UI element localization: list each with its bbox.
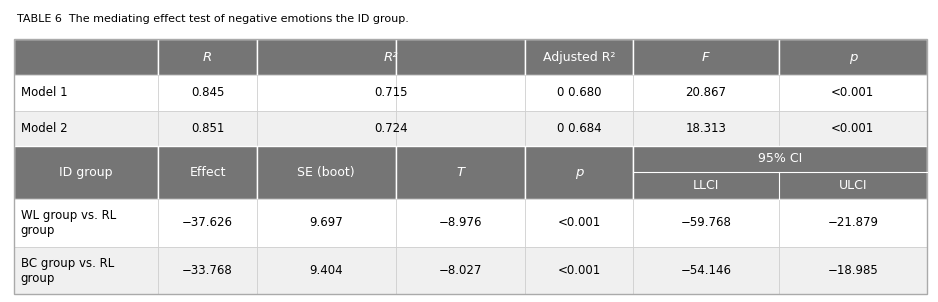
Bar xyxy=(159,247,257,294)
Bar xyxy=(396,75,525,111)
Text: 0.715: 0.715 xyxy=(374,86,408,99)
Text: <0.001: <0.001 xyxy=(831,122,874,135)
Text: Model 2: Model 2 xyxy=(21,122,68,135)
Bar xyxy=(779,39,927,75)
Bar xyxy=(633,39,779,75)
Bar xyxy=(396,39,525,75)
Text: 0.724: 0.724 xyxy=(374,122,408,135)
Bar xyxy=(396,146,525,199)
Bar xyxy=(159,146,257,199)
Bar xyxy=(396,111,525,146)
Bar xyxy=(14,39,159,75)
Bar xyxy=(633,75,779,111)
Text: 0.845: 0.845 xyxy=(190,86,224,99)
Text: p: p xyxy=(575,166,583,179)
Text: SE (boot): SE (boot) xyxy=(297,166,355,179)
Bar xyxy=(257,39,396,75)
Text: −59.768: −59.768 xyxy=(680,216,732,230)
Bar xyxy=(525,199,633,247)
Bar xyxy=(779,199,927,247)
Text: −18.985: −18.985 xyxy=(827,264,878,277)
Text: Adjusted R²: Adjusted R² xyxy=(543,50,615,64)
Bar xyxy=(525,111,633,146)
Text: Model 1: Model 1 xyxy=(21,86,68,99)
Bar xyxy=(159,111,257,146)
Bar xyxy=(14,199,159,247)
Text: 18.313: 18.313 xyxy=(686,122,726,135)
Bar xyxy=(257,111,396,146)
Bar xyxy=(159,75,257,111)
Bar xyxy=(257,75,396,111)
Text: −8.976: −8.976 xyxy=(439,216,482,230)
Bar xyxy=(159,199,257,247)
Bar xyxy=(257,199,396,247)
Text: R²: R² xyxy=(384,50,399,64)
Bar xyxy=(396,199,525,247)
Bar xyxy=(779,111,927,146)
Text: BC group vs. RL
group: BC group vs. RL group xyxy=(21,257,113,284)
Bar xyxy=(14,39,927,294)
Bar xyxy=(525,75,633,111)
Text: 9.697: 9.697 xyxy=(310,216,343,230)
Text: −8.027: −8.027 xyxy=(439,264,482,277)
Text: ULCI: ULCI xyxy=(839,179,867,192)
Text: −37.626: −37.626 xyxy=(182,216,233,230)
Text: −21.879: −21.879 xyxy=(827,216,878,230)
Text: <0.001: <0.001 xyxy=(831,86,874,99)
Bar xyxy=(633,146,927,199)
Bar xyxy=(525,39,633,75)
Text: ID group: ID group xyxy=(59,166,113,179)
Text: 0.851: 0.851 xyxy=(190,122,224,135)
Bar xyxy=(159,39,257,75)
Bar xyxy=(525,247,633,294)
Bar xyxy=(257,247,396,294)
Text: TABLE 6  The mediating effect test of negative emotions the ID group.: TABLE 6 The mediating effect test of neg… xyxy=(17,14,409,24)
Text: 9.404: 9.404 xyxy=(310,264,343,277)
Bar xyxy=(257,146,396,199)
Bar xyxy=(14,75,159,111)
Bar xyxy=(14,146,159,199)
Text: 0 0.684: 0 0.684 xyxy=(556,122,601,135)
Text: 95% CI: 95% CI xyxy=(758,152,802,165)
Bar xyxy=(633,199,779,247)
Text: WL group vs. RL
group: WL group vs. RL group xyxy=(21,209,116,237)
Text: −54.146: −54.146 xyxy=(680,264,732,277)
Text: <0.001: <0.001 xyxy=(557,216,600,230)
Text: 20.867: 20.867 xyxy=(686,86,726,99)
Bar xyxy=(14,111,159,146)
Bar xyxy=(633,111,779,146)
Text: 0 0.680: 0 0.680 xyxy=(557,86,601,99)
Text: <0.001: <0.001 xyxy=(557,264,600,277)
Text: LLCI: LLCI xyxy=(692,179,719,192)
Bar xyxy=(525,146,633,199)
Bar xyxy=(396,247,525,294)
Text: p: p xyxy=(849,50,857,64)
Bar xyxy=(14,247,159,294)
Text: F: F xyxy=(702,50,710,64)
Bar xyxy=(633,247,779,294)
Bar xyxy=(779,247,927,294)
Bar xyxy=(779,75,927,111)
Text: T: T xyxy=(456,166,464,179)
Text: R: R xyxy=(203,50,212,64)
Text: Effect: Effect xyxy=(189,166,226,179)
Text: −33.768: −33.768 xyxy=(182,264,233,277)
